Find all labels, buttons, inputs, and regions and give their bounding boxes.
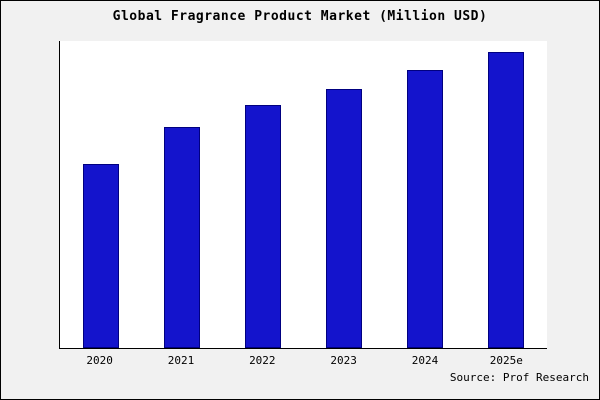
bar-slot [141,41,222,348]
x-tick-label: 2023 [330,354,357,367]
x-tick-label: 2021 [167,354,195,367]
bar-slot [466,41,547,348]
bar-slot [60,41,141,348]
bar-2020 [82,163,119,348]
x-tick-label: 2022 [249,354,276,367]
bar-slot [385,41,466,348]
x-axis-labels: 2020 2021 2022 2023 2024 2025e [59,354,547,367]
chart-title: Global Fragrance Product Market (Million… [112,9,488,24]
bar-2023 [326,88,363,348]
x-tick-label: 2020 [86,354,113,367]
bar-slot [222,41,303,348]
bar-2024 [407,70,444,348]
x-tick-label: 2024 [411,354,439,367]
bar-slot [304,41,385,348]
bars-container [60,41,547,348]
x-tick-label: 2025e [489,354,523,367]
plot-area [59,41,547,349]
source-credit: Source: Prof Research [449,371,589,384]
bar-2022 [244,105,281,348]
bar-2025e [488,51,525,348]
bar-2021 [163,126,200,348]
